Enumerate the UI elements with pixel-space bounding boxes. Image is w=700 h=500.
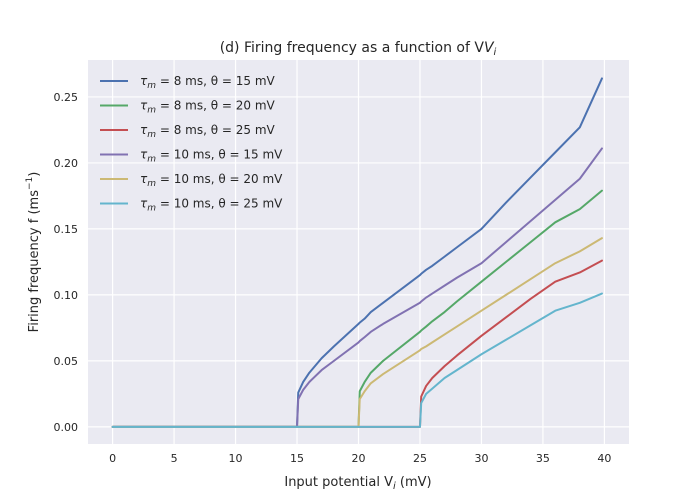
series-lines bbox=[111, 77, 603, 428]
y-tick-label: 0.20 bbox=[54, 157, 79, 170]
y-tick-label: 0.15 bbox=[54, 223, 79, 236]
legend-label: τm = 8 ms, θ = 20 mV bbox=[140, 99, 276, 116]
y-tick-labels: 0.00 0.05 0.10 0.15 0.20 0.25 bbox=[54, 91, 79, 434]
x-tick-label: 40 bbox=[597, 452, 611, 465]
legend: τm = 8 ms, θ = 15 mV τm = 8 ms, θ = 20 mV… bbox=[100, 74, 283, 214]
legend-label: τm = 10 ms, θ = 25 mV bbox=[140, 197, 283, 214]
x-tick-label: 35 bbox=[536, 452, 550, 465]
series-line-6 bbox=[111, 292, 603, 428]
y-tick-label: 0.00 bbox=[54, 421, 79, 434]
x-tick-label: 20 bbox=[352, 452, 366, 465]
y-tick-label: 0.10 bbox=[54, 289, 79, 302]
x-tick-label: 0 bbox=[109, 452, 116, 465]
x-tick-label: 15 bbox=[290, 452, 304, 465]
chart-title: (d) Firing frequency as a function of VV… bbox=[220, 40, 497, 58]
series-line-4 bbox=[111, 147, 603, 428]
x-tick-label: 10 bbox=[229, 452, 243, 465]
x-tick-label: 5 bbox=[171, 452, 178, 465]
y-axis-title: Firing frequency f (ms−1) bbox=[25, 172, 42, 333]
legend-label: τm = 8 ms, θ = 25 mV bbox=[140, 123, 276, 140]
legend-label: τm = 10 ms, θ = 20 mV bbox=[140, 172, 283, 189]
y-tick-label: 0.25 bbox=[54, 91, 79, 104]
legend-label: τm = 10 ms, θ = 15 mV bbox=[140, 148, 283, 165]
x-axis-title: Input potential Vi (mV) bbox=[284, 475, 431, 492]
y-tick-label: 0.05 bbox=[54, 355, 79, 368]
legend-label: τm = 8 ms, θ = 15 mV bbox=[140, 74, 276, 91]
x-tick-labels: 0 5 10 15 20 25 30 35 40 bbox=[109, 452, 611, 465]
x-tick-label: 25 bbox=[413, 452, 427, 465]
x-tick-label: 30 bbox=[474, 452, 488, 465]
series-line-1 bbox=[111, 77, 603, 428]
